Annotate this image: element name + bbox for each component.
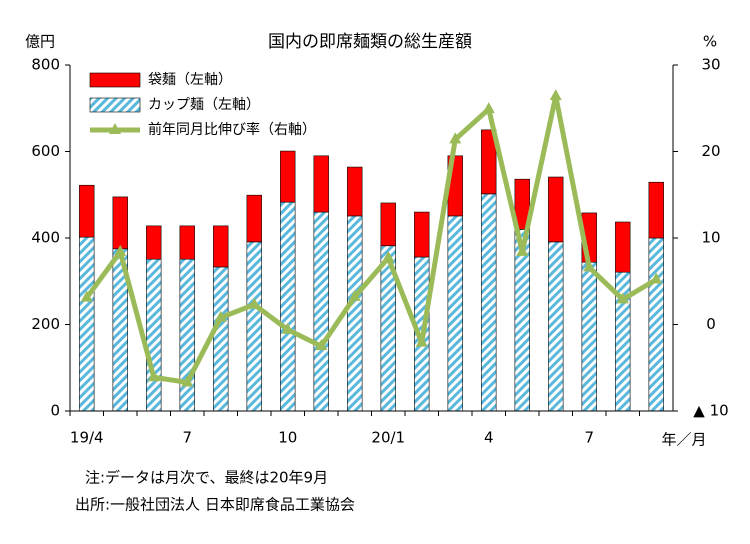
line-marker	[147, 370, 160, 382]
line-marker	[549, 89, 562, 101]
x-tick-label: 4	[484, 429, 494, 447]
legend-swatch	[89, 97, 141, 113]
y-tick-label: 600	[31, 142, 60, 160]
bar	[179, 258, 195, 412]
note: 出所:一般社団法人 日本即席食品工業協会	[75, 496, 355, 514]
bar	[514, 178, 530, 230]
bar	[514, 229, 530, 412]
bar	[615, 221, 631, 273]
chart-title: 国内の即席麺類の総生産額	[268, 32, 472, 52]
line-marker	[482, 102, 495, 114]
line-marker	[650, 272, 663, 284]
y2-tick-label: ▲ 10	[693, 402, 728, 420]
bar	[648, 181, 664, 239]
x-tick-label: 7	[182, 429, 192, 447]
bar	[548, 241, 564, 412]
bar	[581, 261, 597, 412]
bar	[112, 196, 128, 250]
line-marker	[616, 292, 629, 304]
bar	[313, 155, 329, 213]
line-marker	[114, 244, 127, 256]
line-marker	[382, 250, 395, 262]
bar	[548, 176, 564, 243]
x-tick-label: 10	[278, 429, 297, 447]
line-marker	[415, 335, 428, 347]
x-tick-label: 19/4	[70, 429, 104, 447]
bar	[414, 211, 430, 258]
bar	[313, 211, 329, 412]
line-marker	[248, 297, 261, 309]
legend-text: カップ麺（左軸）	[148, 97, 260, 113]
bar	[380, 202, 396, 247]
line-marker	[583, 260, 596, 272]
bar	[146, 225, 162, 260]
line-marker	[80, 290, 93, 302]
x-tick-label: 20/1	[371, 429, 405, 447]
bar	[347, 166, 363, 217]
legend-marker	[109, 123, 121, 134]
bar	[246, 194, 262, 243]
y-tick-label: 800	[31, 56, 60, 74]
bar	[280, 201, 296, 412]
bar	[481, 129, 497, 195]
y-tick-label: 200	[31, 315, 60, 333]
bar	[79, 184, 95, 238]
bar	[280, 150, 296, 203]
y2-tick-label: 10	[701, 229, 720, 247]
legend-swatch	[89, 72, 141, 88]
y2-axis-label: %	[703, 33, 717, 51]
y-tick-label: 400	[31, 229, 60, 247]
y-tick-label: 0	[50, 402, 60, 420]
bar	[246, 241, 262, 412]
bar	[213, 225, 229, 268]
legend-text: 袋麺（左軸）	[148, 72, 232, 88]
y2-tick-label: 0	[706, 315, 716, 333]
line-marker	[449, 132, 462, 144]
x-axis-label: 年／月	[661, 431, 706, 449]
bar	[146, 258, 162, 412]
bar	[213, 266, 229, 412]
line-marker	[516, 244, 529, 256]
line-marker	[214, 310, 227, 322]
bar	[179, 225, 195, 260]
x-tick-label: 7	[584, 429, 594, 447]
y-axis-label: 億円	[25, 33, 55, 51]
line-marker	[315, 339, 328, 351]
note: 注:データは月次で、最終は20年9月	[85, 469, 328, 487]
line-marker	[181, 375, 194, 387]
y2-tick-label: 20	[701, 142, 720, 160]
bar	[79, 236, 95, 412]
line	[84, 93, 658, 385]
legend-text: 前年同月比伸び率（右軸）	[148, 121, 316, 138]
bar	[447, 215, 463, 412]
bar	[648, 237, 664, 412]
line-marker	[281, 322, 294, 334]
bar	[481, 193, 497, 412]
y2-tick-label: 30	[701, 56, 720, 74]
line-marker	[348, 289, 361, 301]
bar	[347, 215, 363, 412]
